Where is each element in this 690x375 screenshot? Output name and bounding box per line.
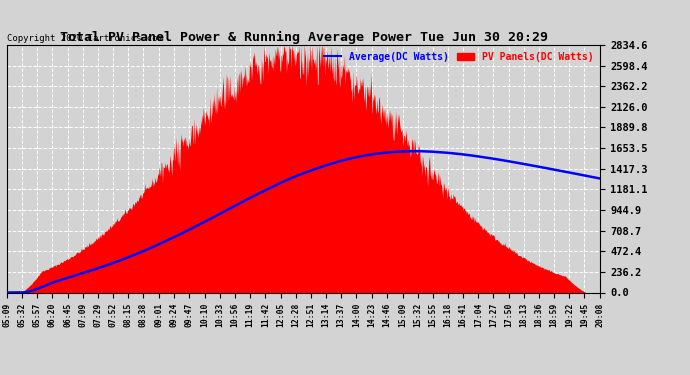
- Text: Copyright 2020 Cartronics.com: Copyright 2020 Cartronics.com: [7, 33, 163, 42]
- Legend: Average(DC Watts), PV Panels(DC Watts): Average(DC Watts), PV Panels(DC Watts): [322, 50, 595, 64]
- Title: Total PV Panel Power & Running Average Power Tue Jun 30 20:29: Total PV Panel Power & Running Average P…: [59, 31, 548, 44]
